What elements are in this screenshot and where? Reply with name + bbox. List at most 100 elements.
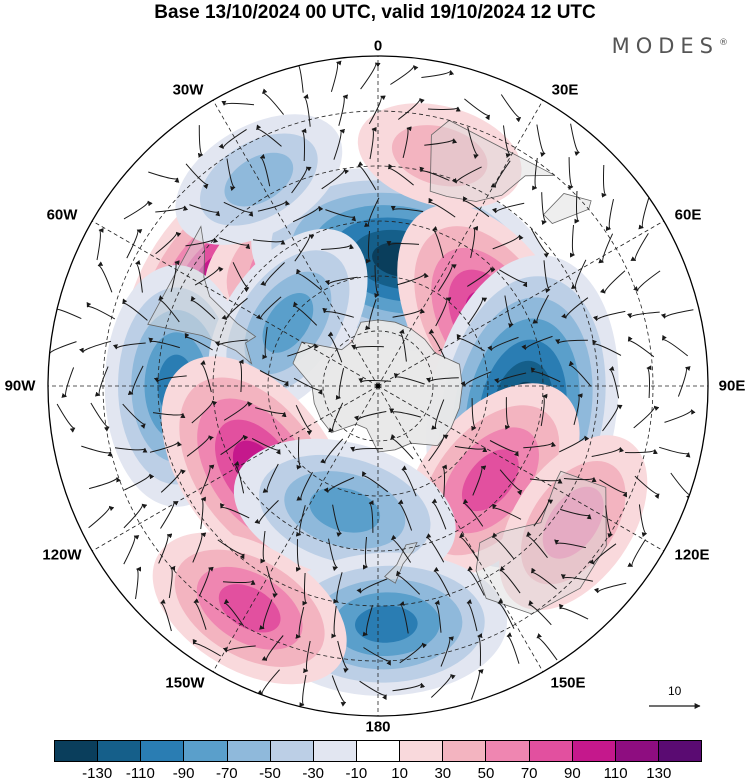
wind-vector [325,209,357,222]
brand-name: MODES [611,34,719,58]
wind-vector [467,267,496,287]
meridian-line [92,385,379,552]
wind-vector [88,476,121,490]
wind-vector [389,408,422,418]
wind-vector [526,531,548,559]
wind-vector [238,359,244,393]
wind-vector [135,566,142,600]
wind-vector [303,93,311,127]
meridian-line [212,385,379,672]
wind-vector [390,65,419,85]
wind-vector [677,366,691,397]
wind-vector [462,196,490,218]
wind-vector [399,642,428,664]
lon-label-120w: 120W [42,546,82,564]
wind-vector [262,463,279,493]
wind-vector [554,539,587,549]
wind-vector [638,198,650,230]
wind-vector [386,241,420,247]
wind-vector [362,536,368,570]
wind-vector [424,138,458,146]
colorbar-tick-label: -30 [302,765,325,782]
wind-vector [430,674,456,698]
wind-vector [222,645,256,653]
wind-vector [357,161,377,191]
wind-vector [321,168,350,190]
wind-vector [492,234,524,250]
wind-vector [328,538,338,572]
wind-vector [350,446,383,452]
wind-vector [351,344,384,350]
wind-vector [456,333,485,352]
colorbar-segment [529,741,573,761]
wind-vector [472,465,487,496]
lon-label-0: 0 [373,37,383,55]
southern-africa [429,119,555,202]
wind-vector [353,411,387,421]
wind-vector [294,234,315,262]
colorbar-segment [615,741,659,761]
wind-vector [123,200,153,220]
lon-label-150w: 150W [165,674,205,692]
brand-mark: ® [719,38,728,48]
lon-label-30w: 30W [172,81,204,99]
latitude-circle [322,330,434,442]
wind-vector [397,98,425,120]
wind-vector [327,331,343,363]
south-pole-marker [375,383,381,389]
wind-vector [295,606,305,639]
wind-vector [593,582,627,594]
wind-vector [223,201,254,217]
anomaly-contour [309,487,381,533]
wind-vector [523,441,556,449]
wind-vector [321,244,355,250]
wind-vector [232,262,250,293]
wind-vector [124,473,155,491]
wind-vector [364,299,377,331]
latitude-circle [267,275,489,497]
map-border [47,55,709,717]
wind-vector [335,367,345,400]
wind-vector [432,226,444,259]
wind-vector [251,437,281,455]
wind-vector [155,231,182,255]
wind-vector [302,572,308,606]
wind-vector [158,533,173,564]
wind-vector [560,574,593,582]
wind-vector [399,328,407,362]
wind-vector [153,375,187,383]
colorbar-tick-label: -50 [259,765,281,782]
wind-vector [337,640,349,673]
wind-vector [426,377,459,383]
wind-vector [451,166,482,184]
wind-vector [532,294,549,324]
lon-label-180: 180 [365,718,391,736]
wind-vector [160,469,186,493]
wind-vector [123,503,148,529]
wind-vector [261,635,284,661]
wind-vector [292,301,318,326]
wind-vector [287,343,319,357]
wind-vector [573,393,583,426]
wind-vector [293,377,323,395]
colorbar-tick-label: -110 [125,765,155,782]
meridian-line [377,385,664,552]
wind-vector [559,603,589,620]
wind-vector [638,504,648,538]
wind-vector [200,496,206,530]
wind-vector [217,539,245,560]
wind-vector [454,445,488,453]
wind-vector [192,532,207,563]
wind-vector [541,192,547,225]
wind-vector [390,205,424,213]
wind-vector [627,311,660,319]
wind-vector [574,190,580,224]
colorbar-tick-label: 70 [520,765,538,782]
wind-vector [470,226,479,259]
wind-vector [625,449,658,455]
wind-vector [90,402,110,432]
wind-vector [295,268,322,291]
wind-vector [185,163,209,190]
colorbar-segment [572,741,616,761]
wind-vector [368,95,386,125]
